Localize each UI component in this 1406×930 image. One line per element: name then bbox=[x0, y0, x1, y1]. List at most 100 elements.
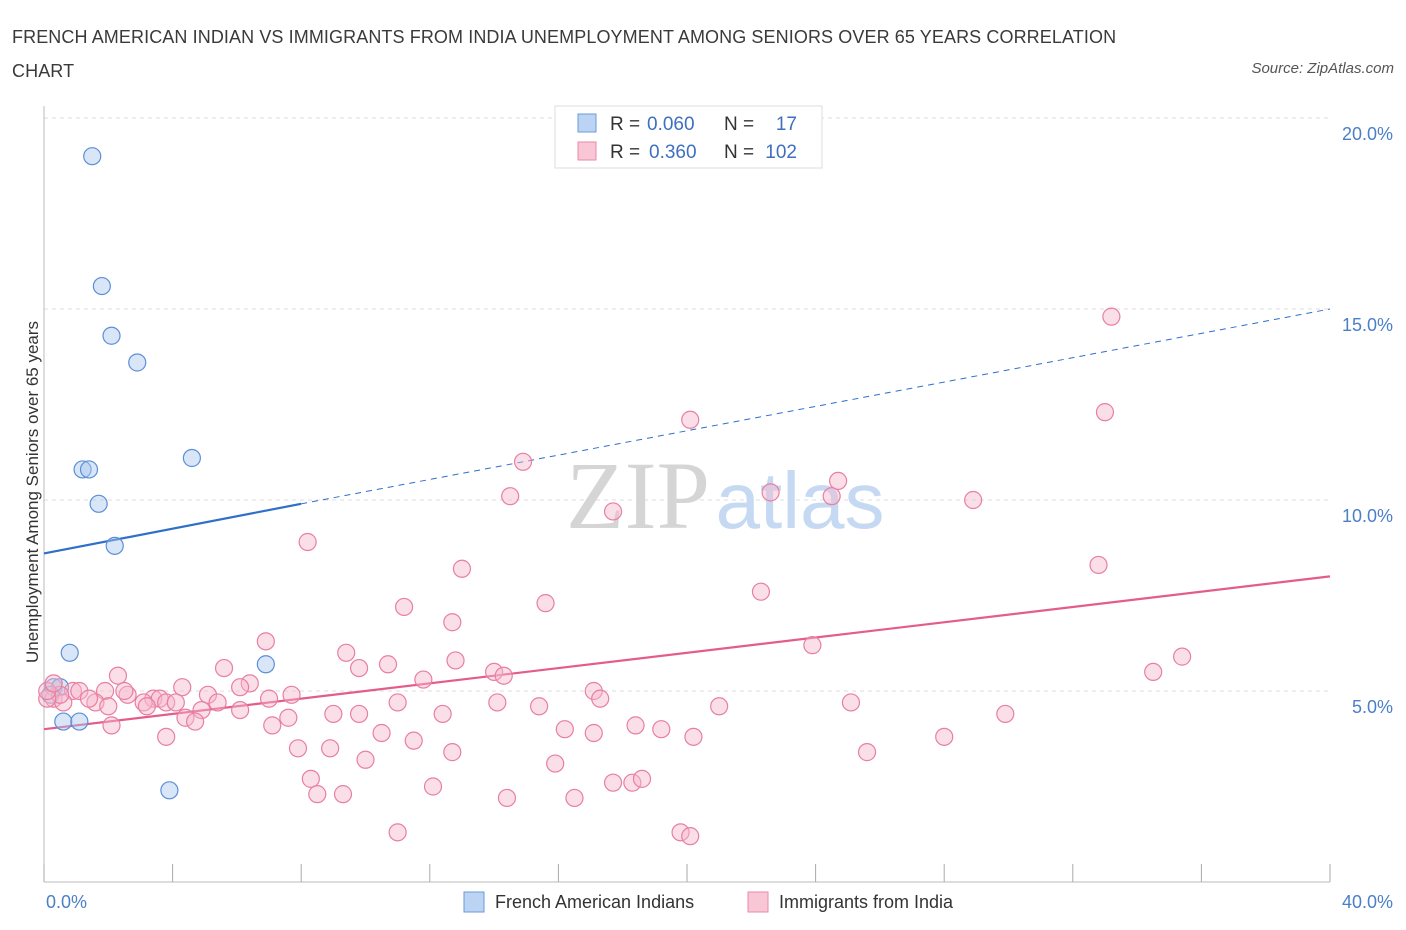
point-french-american-indian bbox=[73, 460, 92, 479]
point-immigrant-india bbox=[282, 685, 301, 704]
point-immigrant-india bbox=[372, 723, 391, 743]
point-immigrant-india bbox=[632, 769, 652, 788]
point-immigrant-india bbox=[584, 681, 603, 701]
trend-line-extension-dashed bbox=[301, 308, 1331, 505]
y-tick-label: 15.0% bbox=[1342, 315, 1393, 335]
point-immigrant-india bbox=[996, 704, 1015, 724]
point-immigrant-india bbox=[623, 773, 642, 792]
x-tick-label: 40.0% bbox=[1342, 892, 1393, 912]
chart-title: FRENCH AMERICAN INDIAN VS IMMIGRANTS FRO… bbox=[12, 27, 1117, 81]
point-immigrant-india bbox=[115, 681, 134, 701]
point-immigrant-india bbox=[231, 700, 250, 720]
point-immigrant-india bbox=[70, 681, 89, 701]
point-immigrant-india bbox=[288, 739, 308, 758]
point-immigrant-india bbox=[38, 689, 57, 708]
point-immigrant-india bbox=[710, 697, 729, 716]
trend-line-immigrants-india bbox=[43, 575, 1331, 731]
point-immigrant-india bbox=[446, 651, 465, 670]
point-immigrant-india bbox=[555, 720, 574, 739]
legend-r-value-2: 0.360 bbox=[649, 142, 697, 163]
point-immigrant-india bbox=[240, 674, 259, 693]
point-immigrant-india bbox=[349, 658, 369, 678]
point-immigrant-india bbox=[208, 693, 227, 712]
point-immigrant-india bbox=[298, 532, 317, 552]
point-immigrant-india bbox=[324, 704, 343, 724]
bottom-legend-label-1: French American Indians bbox=[495, 892, 694, 912]
grid-lines bbox=[44, 117, 1330, 692]
point-immigrant-india bbox=[321, 739, 340, 758]
point-immigrant-india bbox=[761, 483, 780, 502]
point-immigrant-india bbox=[157, 693, 176, 712]
point-immigrant-india bbox=[356, 750, 375, 769]
point-immigrant-india bbox=[404, 731, 423, 750]
x-tick-labels: 0.0% 40.0% bbox=[46, 892, 1393, 912]
point-immigrant-india bbox=[603, 773, 623, 792]
point-immigrant-india bbox=[198, 685, 218, 704]
legend-n-label-2: N = bbox=[724, 142, 754, 163]
trend-line-french-american-indians bbox=[43, 502, 302, 555]
point-immigrant-india bbox=[964, 490, 983, 510]
legend-swatch-pink bbox=[577, 141, 597, 161]
legend-n-label-1: N = bbox=[724, 114, 754, 135]
point-immigrant-india bbox=[603, 502, 623, 521]
point-french-american-indian bbox=[92, 276, 111, 296]
point-immigrant-india bbox=[452, 559, 472, 578]
bottom-legend-swatch-pink bbox=[747, 891, 769, 913]
point-immigrant-india bbox=[378, 655, 398, 674]
y-tick-label: 5.0% bbox=[1352, 697, 1393, 717]
axes bbox=[43, 106, 1331, 883]
point-immigrant-india bbox=[192, 700, 211, 720]
legend-n-value-1: 17 bbox=[776, 114, 797, 135]
point-immigrant-india bbox=[394, 597, 414, 617]
point-immigrant-india bbox=[626, 716, 645, 735]
point-french-american-indian bbox=[60, 643, 79, 662]
point-immigrant-india bbox=[485, 662, 504, 682]
point-immigrant-india bbox=[681, 410, 700, 429]
point-immigrant-india bbox=[414, 670, 433, 689]
point-immigrant-india bbox=[591, 689, 610, 708]
point-immigrant-india bbox=[108, 666, 128, 685]
point-immigrant-india bbox=[176, 708, 195, 727]
point-immigrant-india bbox=[671, 823, 690, 842]
data-points bbox=[38, 147, 1192, 846]
point-immigrant-india bbox=[337, 643, 356, 662]
point-immigrant-india bbox=[1102, 307, 1121, 326]
point-immigrant-india bbox=[259, 689, 279, 708]
point-immigrant-india bbox=[530, 697, 549, 716]
point-immigrant-india bbox=[935, 727, 954, 746]
point-french-american-indian bbox=[83, 147, 102, 166]
y-tick-labels: 5.0% 10.0% 15.0% 20.0% bbox=[1342, 124, 1393, 717]
point-immigrant-india bbox=[443, 743, 462, 762]
point-immigrant-india bbox=[279, 708, 298, 727]
legend-n-value-2: 102 bbox=[765, 142, 797, 163]
point-immigrant-india bbox=[214, 658, 234, 678]
point-immigrant-india bbox=[263, 716, 282, 735]
point-immigrant-india bbox=[443, 613, 462, 632]
point-french-american-indian bbox=[160, 781, 179, 800]
legend-swatch-blue bbox=[577, 113, 597, 133]
point-immigrant-india bbox=[1089, 555, 1108, 575]
point-immigrant-india bbox=[173, 678, 192, 697]
point-french-american-indian bbox=[182, 448, 201, 468]
bottom-legend-label-2: Immigrants from India bbox=[779, 892, 954, 912]
point-immigrant-india bbox=[388, 693, 407, 712]
point-immigrant-india bbox=[536, 594, 555, 613]
legend-r-value-1: 0.060 bbox=[647, 114, 695, 135]
point-immigrant-india bbox=[652, 720, 671, 739]
point-french-american-indian bbox=[256, 655, 275, 674]
trend-lines bbox=[43, 308, 1331, 731]
point-immigrant-india bbox=[546, 754, 565, 773]
point-immigrant-india bbox=[308, 785, 327, 804]
point-french-american-indian bbox=[54, 712, 73, 731]
point-french-american-indian bbox=[79, 460, 99, 479]
point-immigrant-india bbox=[829, 471, 848, 490]
point-immigrant-india bbox=[584, 723, 603, 743]
point-immigrant-india bbox=[751, 582, 771, 601]
point-french-american-indian bbox=[128, 353, 147, 372]
point-immigrant-india bbox=[231, 678, 250, 697]
point-immigrant-india bbox=[684, 727, 703, 746]
point-immigrant-india bbox=[822, 487, 841, 506]
point-immigrant-india bbox=[1173, 647, 1192, 666]
watermark-zip: ZIP bbox=[566, 442, 710, 549]
